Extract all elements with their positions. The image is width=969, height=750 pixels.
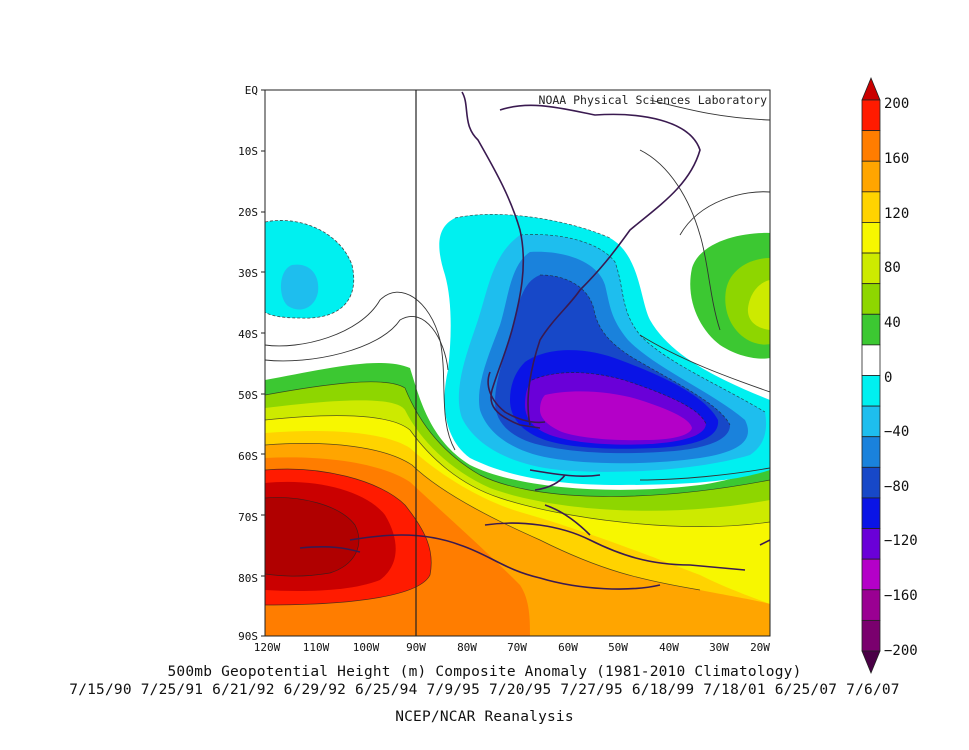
colorbar-level <box>861 375 881 407</box>
colorbar-tick-label: 40 <box>884 315 901 331</box>
colorbar-tick-label: 0 <box>884 370 892 386</box>
atlantic-positive-anomaly <box>690 232 770 359</box>
zero-contours <box>265 99 770 481</box>
lat-label: 40S <box>238 328 258 341</box>
lat-label: 70S <box>238 511 258 524</box>
colorbar-tick-label: −40 <box>884 424 909 440</box>
pacific-negative-anomaly <box>265 220 355 319</box>
lon-label: 70W <box>507 641 527 654</box>
lat-label: 20S <box>238 206 258 219</box>
composite-dates: 7/15/90 7/25/91 6/21/92 6/29/92 6/25/94 … <box>69 682 900 698</box>
colorbar-level <box>861 528 881 560</box>
lat-ticks <box>261 89 265 637</box>
colorbar-level <box>861 436 881 468</box>
lon-label: 80W <box>457 641 477 654</box>
colorbar-tick-label: 200 <box>884 96 909 112</box>
lat-label: 50S <box>238 389 258 402</box>
colorbar <box>861 76 881 675</box>
lon-label: 30W <box>709 641 729 654</box>
colorbar-level <box>861 130 881 162</box>
colorbar-tick-label: −160 <box>884 588 918 604</box>
lon-label: 60W <box>558 641 578 654</box>
colorbar-level <box>861 313 881 346</box>
colorbar-level <box>861 222 881 254</box>
watermark-label: NOAA Physical Sciences Laboratory <box>539 93 768 107</box>
colorbar-tick-label: −200 <box>884 643 918 659</box>
lon-label: 50W <box>608 641 628 654</box>
colorbar-level <box>861 76 881 101</box>
map-title: 500mb Geopotential Height (m) Composite … <box>167 664 802 680</box>
lat-label: EQ <box>245 84 258 97</box>
colorbar-level <box>861 619 881 652</box>
colorbar-level <box>861 497 881 529</box>
lat-label: 60S <box>238 450 258 463</box>
colorbar-level <box>861 650 881 675</box>
colorbar-level <box>861 252 881 285</box>
colorbar-level <box>861 344 881 376</box>
colorbar-tick-label: 80 <box>884 260 901 276</box>
colorbar-level <box>861 191 881 223</box>
colorbar-level <box>861 283 881 315</box>
map-frame <box>264 89 771 637</box>
lon-label: 110W <box>303 641 330 654</box>
colorbar-tick-label: 160 <box>884 151 909 167</box>
colorbar-tick-label: −80 <box>884 479 909 495</box>
data-source: NCEP/NCAR Reanalysis <box>395 709 574 725</box>
colorbar-level <box>861 405 881 438</box>
colorbar-tick-label: −120 <box>884 533 918 549</box>
colorbar-tick-label: 120 <box>884 206 909 222</box>
colorbar-level <box>861 589 881 621</box>
lon-label: 100W <box>353 641 380 654</box>
lat-axis: EQ 10S 20S 30S 40S 50S 60S 70S 80S 90S <box>238 84 258 643</box>
coastlines <box>299 91 770 590</box>
colorbar-level <box>861 558 881 591</box>
contour-lines <box>265 214 770 606</box>
colorbar-labels: 200 160 120 80 40 0 −40 −80 −120 −160 −2… <box>884 96 918 659</box>
colorbar-level <box>861 99 881 132</box>
lat-label: 80S <box>238 572 258 585</box>
colorbar-level <box>861 160 881 193</box>
positive-anomaly-bands <box>265 362 770 636</box>
lon-axis: 120W 110W 100W 90W 80W 70W 60W 50W 40W 3… <box>254 641 771 654</box>
lat-label: 10S <box>238 145 258 158</box>
lon-label: 90W <box>406 641 426 654</box>
colorbar-level <box>861 466 881 499</box>
lat-label: 30S <box>238 267 258 280</box>
lon-label: 120W <box>254 641 281 654</box>
lon-label: 20W <box>750 641 770 654</box>
map-panel <box>265 90 770 636</box>
lat-label: 90S <box>238 630 258 643</box>
lon-label: 40W <box>659 641 679 654</box>
